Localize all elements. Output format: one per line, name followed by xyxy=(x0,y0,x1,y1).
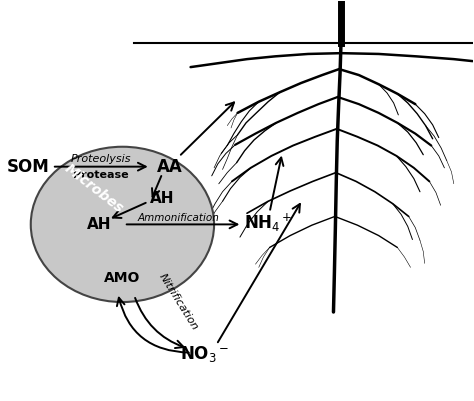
Text: Nitrification: Nitrification xyxy=(157,272,200,332)
Text: Ammonification: Ammonification xyxy=(138,213,220,223)
Text: Protease: Protease xyxy=(73,170,129,180)
Text: AA: AA xyxy=(156,158,182,176)
Text: AMO: AMO xyxy=(104,271,141,285)
Circle shape xyxy=(31,147,214,302)
Text: Proteolysis: Proteolysis xyxy=(71,154,131,164)
Text: AH: AH xyxy=(87,217,111,232)
Text: SOM: SOM xyxy=(7,158,50,176)
Text: AH: AH xyxy=(150,191,174,206)
Text: NO$_3$$^-$: NO$_3$$^-$ xyxy=(180,344,229,364)
Text: Microbes: Microbes xyxy=(62,161,127,216)
Text: NH$_4$$^+$: NH$_4$$^+$ xyxy=(244,211,292,233)
